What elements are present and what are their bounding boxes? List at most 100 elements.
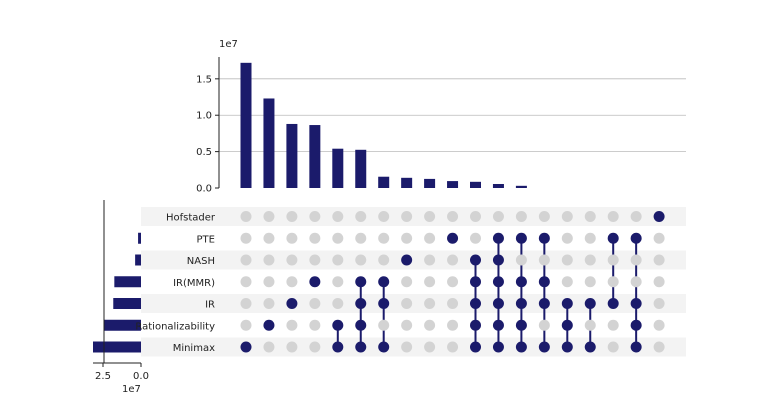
set-size-bar xyxy=(114,276,141,288)
matrix-dot-active xyxy=(630,319,642,331)
matrix-dot-active xyxy=(515,276,527,288)
intersection-matrix xyxy=(240,211,665,353)
intersection-bar xyxy=(332,148,344,188)
intersection-bar xyxy=(240,62,252,189)
matrix-dot-active xyxy=(263,319,275,331)
matrix-dot-active xyxy=(515,298,527,309)
set-size-x-ticks: 2.5 0.0 xyxy=(95,363,149,382)
matrix-row-stripes xyxy=(141,207,686,357)
matrix-dot-active xyxy=(355,319,367,331)
row-stripe xyxy=(141,294,686,313)
matrix-dot-active xyxy=(332,319,344,331)
intersection-bar xyxy=(470,181,481,188)
matrix-dot-inactive xyxy=(401,232,413,244)
matrix-dot-active xyxy=(240,341,252,353)
set-label: IR(MMR) xyxy=(173,278,215,289)
matrix-dot-active xyxy=(286,298,298,309)
matrix-dot-inactive xyxy=(286,211,298,222)
intersection-axis: 1e7 xyxy=(218,39,238,188)
matrix-dot-active xyxy=(630,341,642,353)
matrix-dot-inactive xyxy=(447,211,459,222)
matrix-dot-active xyxy=(561,298,573,309)
matrix-dot-active xyxy=(378,298,390,309)
matrix-dot-active xyxy=(515,319,527,331)
x-tick-label: 2.5 xyxy=(95,371,111,382)
matrix-dot-active xyxy=(584,341,596,353)
matrix-dot-active xyxy=(653,211,665,222)
matrix-dot-inactive xyxy=(286,341,298,353)
set-size-bar xyxy=(135,254,141,266)
matrix-dot-inactive xyxy=(447,298,459,309)
intersection-y-ticks: 0.0 0.5 1.0 1.5 xyxy=(196,74,219,195)
intersection-bar xyxy=(447,181,459,188)
set-size-exponent-label: 1e7 xyxy=(122,384,141,395)
matrix-dot-inactive xyxy=(538,211,550,222)
matrix-dot-inactive xyxy=(447,276,459,288)
matrix-dot-inactive xyxy=(355,211,367,222)
set-size-bar xyxy=(138,232,141,244)
set-size-axis: 1e7 xyxy=(93,200,141,395)
matrix-dot-inactive xyxy=(332,254,344,266)
matrix-dot-inactive xyxy=(240,319,252,331)
matrix-dot-active xyxy=(332,341,344,353)
matrix-dot-active xyxy=(492,341,504,353)
intersection-exponent-label: 1e7 xyxy=(219,39,238,50)
intersection-bar xyxy=(378,176,390,188)
matrix-dot-inactive xyxy=(378,232,390,244)
set-label: Hofstader xyxy=(166,213,216,224)
matrix-dot-active xyxy=(561,341,573,353)
y-tick-label: 1.0 xyxy=(196,111,212,122)
set-size-bars xyxy=(93,232,141,353)
matrix-dot-active xyxy=(538,232,550,244)
matrix-dot-inactive xyxy=(263,211,275,222)
y-tick-label: 1.5 xyxy=(196,74,212,85)
matrix-dot-inactive xyxy=(401,276,413,288)
matrix-dot-inactive xyxy=(401,341,413,353)
matrix-dot-active xyxy=(515,341,527,353)
matrix-dot-inactive xyxy=(424,276,436,288)
matrix-dot-inactive xyxy=(309,232,321,244)
matrix-dot-inactive xyxy=(630,254,642,266)
matrix-dot-active xyxy=(309,276,321,288)
matrix-dot-inactive xyxy=(263,298,275,309)
intersection-bar xyxy=(424,178,436,188)
matrix-dot-inactive xyxy=(378,254,390,266)
matrix-dot-inactive xyxy=(584,232,596,244)
matrix-dot-active xyxy=(538,276,550,288)
matrix-dot-active xyxy=(538,298,550,309)
set-label: NASH xyxy=(187,256,215,267)
matrix-dot-active xyxy=(515,232,527,244)
set-label: Minimax xyxy=(173,343,215,354)
matrix-dot-inactive xyxy=(630,276,642,288)
matrix-dot-inactive xyxy=(355,232,367,244)
matrix-dot-inactive xyxy=(561,211,573,222)
matrix-dot-inactive xyxy=(584,211,596,222)
y-tick-label: 0.5 xyxy=(196,147,212,158)
intersection-bar xyxy=(286,123,298,188)
matrix-dot-inactive xyxy=(240,254,252,266)
matrix-dot-inactive xyxy=(561,254,573,266)
matrix-dot-active xyxy=(561,319,573,331)
matrix-dot-inactive xyxy=(286,232,298,244)
matrix-dot-inactive xyxy=(653,298,665,309)
x-tick-label: 0.0 xyxy=(133,371,149,382)
matrix-dot-active xyxy=(584,298,596,309)
set-label: Rationalizability xyxy=(135,321,215,332)
matrix-dot-inactive xyxy=(263,232,275,244)
matrix-dot-active xyxy=(607,232,619,244)
matrix-dot-active xyxy=(470,254,481,266)
set-labels: Hofstader PTE NASH IR(MMR) IR Rationalizabili… xyxy=(135,213,215,355)
matrix-dot-inactive xyxy=(309,211,321,222)
matrix-dot-inactive xyxy=(332,276,344,288)
intersection-bar xyxy=(515,185,527,188)
matrix-dot-inactive xyxy=(309,319,321,331)
matrix-dot-inactive xyxy=(309,254,321,266)
matrix-dot-active xyxy=(607,298,619,309)
intersection-bars xyxy=(240,62,527,189)
matrix-dot-inactive xyxy=(470,211,481,222)
matrix-dot-inactive xyxy=(653,319,665,331)
row-stripe xyxy=(141,250,686,270)
set-size-bar xyxy=(103,319,141,331)
intersection-bar xyxy=(309,125,321,188)
